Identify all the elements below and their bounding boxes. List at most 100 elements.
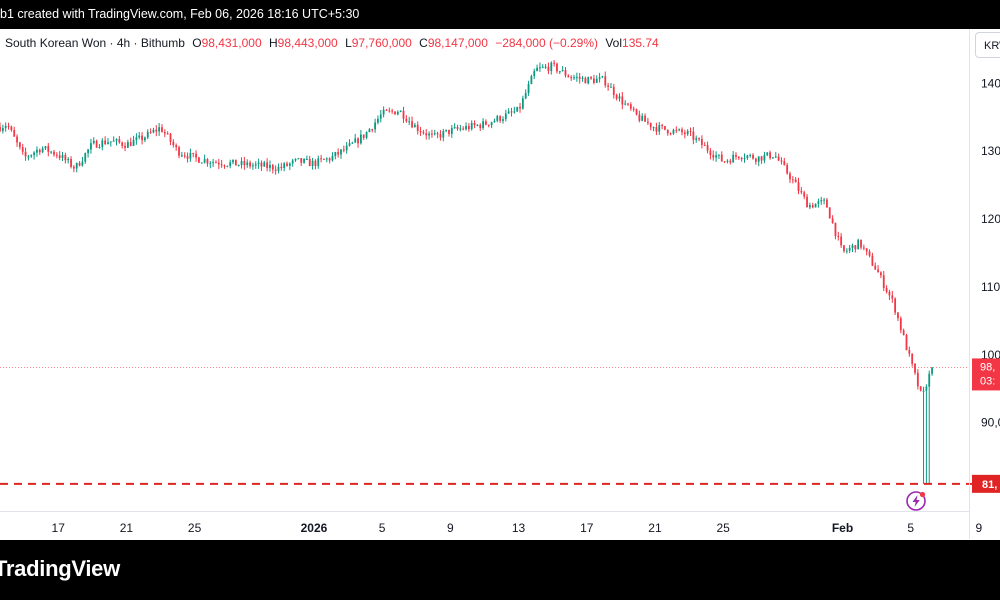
- price-axis-divider: [969, 29, 970, 539]
- candle-body: [152, 129, 155, 133]
- x-tick-label: 5: [907, 521, 914, 535]
- candle-body: [578, 76, 581, 79]
- candle-body: [189, 152, 192, 159]
- y-tick-label: 110: [981, 280, 1000, 294]
- low-label: L: [345, 36, 352, 50]
- candle-body: [413, 124, 416, 128]
- candle-body: [544, 66, 547, 68]
- candle-body: [911, 353, 914, 364]
- candle-body: [442, 131, 445, 138]
- candle-body: [894, 298, 897, 313]
- candle-body: [845, 250, 848, 252]
- candle-body: [334, 152, 337, 157]
- candle-body: [72, 166, 75, 169]
- candle-body: [769, 152, 771, 159]
- candle-body: [780, 160, 783, 162]
- candle-body: [425, 133, 428, 136]
- candle-body: [10, 126, 13, 131]
- candle-body: [217, 162, 220, 165]
- candle-body: [766, 152, 769, 156]
- symbol-label[interactable]: South Korean Won · 4h · Bithumb: [5, 36, 185, 50]
- candle-body: [644, 115, 646, 122]
- candle-body: [18, 142, 21, 148]
- candle-body: [109, 141, 112, 143]
- price-chart[interactable]: 140 130 120 110 100 90,0 17 21 25 2026 5 9 13 17 21 25…: [0, 29, 1000, 540]
- candle-body: [0, 126, 1, 131]
- candle-body: [27, 156, 30, 158]
- candle-body: [487, 124, 490, 126]
- candle-body: [84, 153, 87, 162]
- candle-body: [880, 272, 882, 276]
- candle-body: [584, 77, 587, 84]
- candle-body: [234, 159, 237, 166]
- candle-body: [467, 126, 470, 130]
- candle-body: [658, 125, 661, 132]
- candle-body: [13, 130, 16, 137]
- time-axis-divider: [0, 511, 969, 512]
- candle-body: [198, 157, 200, 163]
- candle-body: [550, 62, 553, 72]
- candle-body: [854, 245, 857, 250]
- candle-body: [530, 76, 533, 85]
- candle-body: [55, 154, 58, 156]
- candle-body: [789, 173, 791, 180]
- candle-body: [669, 133, 672, 135]
- candle-body: [493, 120, 496, 123]
- lightning-icon[interactable]: [906, 491, 926, 511]
- candle-body: [641, 115, 644, 121]
- candle-body: [718, 154, 720, 156]
- candle-body: [595, 78, 598, 83]
- candle-body: [433, 133, 436, 135]
- candle-body: [791, 179, 794, 181]
- candle-body: [53, 151, 55, 155]
- candle-body: [882, 275, 885, 289]
- candle-body: [41, 148, 44, 153]
- candle-body: [50, 151, 53, 153]
- candle-body: [888, 291, 891, 296]
- chart-header-text: b1 created with TradingView.com, Feb 06,…: [0, 7, 360, 21]
- candle-body: [828, 207, 831, 219]
- candle-body: [666, 129, 669, 134]
- candle-body: [129, 142, 132, 146]
- candle-body: [64, 155, 67, 161]
- candle-body: [831, 218, 834, 223]
- candle-body: [840, 236, 843, 246]
- candle-body: [865, 248, 868, 252]
- candle-body: [306, 158, 308, 160]
- candle-body: [362, 134, 365, 138]
- candle-body: [317, 158, 320, 166]
- candle-body: [257, 162, 260, 165]
- candle-body: [274, 169, 277, 171]
- candle-body: [482, 121, 484, 128]
- candle-body: [283, 163, 286, 169]
- candle-body: [817, 201, 820, 204]
- candle-body: [172, 141, 175, 146]
- candle-body: [928, 373, 931, 387]
- candle-body: [254, 164, 257, 166]
- candle-body: [513, 111, 516, 113]
- candle-body: [891, 295, 894, 299]
- candle-body: [632, 108, 635, 110]
- candle-body: [260, 162, 263, 167]
- support-price-badge: 81,: [972, 474, 1000, 493]
- candle-body: [826, 199, 828, 208]
- candle-body: [749, 154, 752, 156]
- currency-button[interactable]: KRW: [975, 32, 1000, 58]
- candle-body: [698, 138, 700, 140]
- candle-body: [206, 159, 209, 164]
- candle-body: [411, 121, 413, 128]
- current-price-badge-line2: 03:: [980, 375, 995, 387]
- candle-body: [291, 160, 294, 164]
- candle-body: [922, 390, 925, 392]
- candle-body: [476, 124, 479, 126]
- candle-body: [280, 166, 283, 169]
- x-tick-label: 25: [188, 521, 202, 535]
- candle-body: [860, 239, 862, 248]
- candle-body: [297, 158, 300, 160]
- candle-body: [112, 140, 115, 142]
- candle-body: [777, 156, 780, 161]
- candle-body: [862, 247, 865, 249]
- candle-body: [510, 111, 513, 113]
- candle-body: [70, 158, 72, 167]
- candle-body: [98, 147, 101, 149]
